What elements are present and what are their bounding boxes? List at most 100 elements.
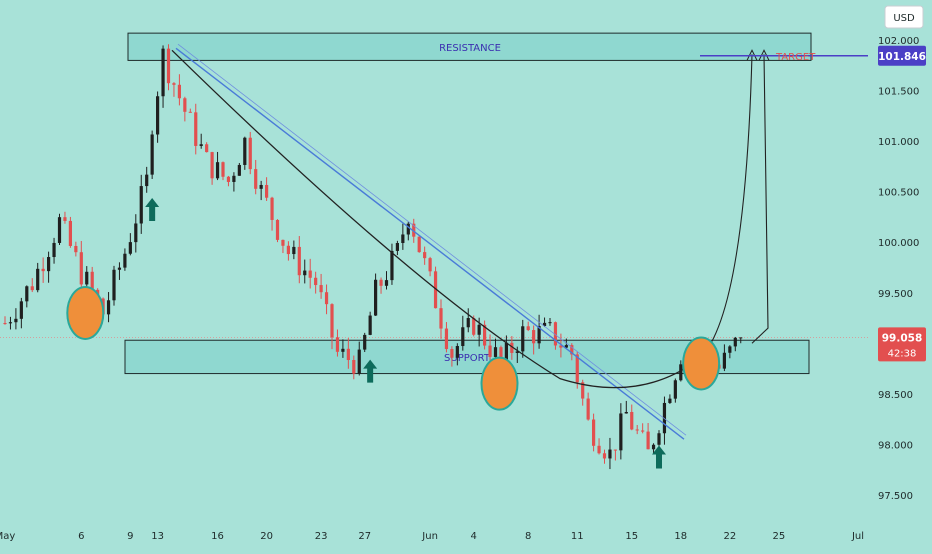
candle-body — [324, 292, 329, 305]
markers-layer — [66, 197, 721, 469]
projection-arrowhead — [758, 49, 770, 61]
candle-body — [657, 433, 661, 445]
candle-body — [477, 324, 481, 335]
candle-body — [52, 242, 56, 258]
candle-body — [461, 327, 465, 347]
candle-body — [106, 300, 111, 315]
y-tick-label: 98.500 — [878, 390, 913, 401]
candle-body — [117, 267, 122, 270]
candle-body — [265, 184, 269, 198]
projection-curve — [699, 54, 753, 359]
trend-line-parallel — [177, 43, 687, 436]
candle-body — [248, 137, 252, 170]
candle-body — [41, 268, 45, 272]
x-tick-label: 6 — [78, 531, 84, 542]
candle-body — [662, 402, 667, 434]
candle-body — [390, 250, 394, 281]
candle-body — [79, 252, 83, 285]
candle-body — [570, 345, 574, 355]
candle-body — [90, 271, 94, 290]
candle-body — [172, 83, 176, 85]
candle-body — [243, 137, 247, 165]
candle-body — [259, 184, 263, 189]
candle-body — [532, 330, 536, 344]
candle-body — [379, 279, 383, 286]
candle-body — [319, 285, 323, 293]
candle-body — [368, 315, 372, 335]
x-tick-label: 18 — [674, 531, 687, 542]
up-arrow-icon — [145, 197, 160, 221]
candle-body — [281, 239, 285, 246]
candle-body — [384, 280, 389, 286]
currency-button[interactable] — [884, 5, 924, 29]
candle-body — [14, 318, 18, 323]
target-price-text: 101.846 — [878, 51, 926, 63]
candle-body — [150, 134, 154, 175]
y-tick-label: 98.000 — [878, 440, 913, 451]
candle-body — [3, 323, 7, 325]
candle-body — [297, 246, 301, 276]
candle-body — [728, 346, 732, 353]
x-tick-label: 20 — [260, 531, 273, 542]
candle-body — [493, 347, 498, 357]
candle-body — [739, 337, 743, 339]
candle-body — [254, 169, 258, 189]
candle-body — [395, 243, 399, 251]
candle-body — [401, 234, 405, 244]
x-tick-label: 11 — [571, 531, 584, 542]
candle-body — [36, 268, 40, 291]
candle-body — [423, 252, 427, 259]
candle-body — [19, 301, 23, 319]
target-label: TARGET — [775, 52, 816, 63]
candle-body — [597, 445, 601, 454]
candle-body — [237, 164, 241, 176]
candle-body — [139, 186, 143, 224]
candle-body — [542, 322, 547, 326]
candle-body — [74, 245, 78, 253]
candle-body — [210, 152, 214, 179]
candle-body — [270, 197, 274, 220]
candle-body — [232, 175, 236, 182]
x-tick-label: 25 — [773, 531, 786, 542]
candle-body — [559, 345, 563, 348]
candle-body — [504, 342, 508, 362]
candle-body — [630, 411, 634, 430]
candle-body — [635, 429, 639, 431]
candle-body — [412, 223, 416, 237]
candle-body — [575, 354, 579, 383]
candle-body — [537, 325, 541, 344]
resistance-zone — [127, 32, 812, 61]
candle-body — [624, 411, 628, 414]
candle-body — [145, 174, 149, 187]
candle-body — [450, 349, 454, 358]
candle-body — [30, 286, 34, 291]
candle-body — [286, 245, 290, 255]
candle-body — [57, 217, 62, 243]
y-tick-label: 97.500 — [878, 491, 913, 502]
cup-curve — [171, 49, 701, 389]
x-tick-label: 9 — [127, 531, 133, 542]
candle-body — [466, 318, 470, 328]
y-tick-label: 101.500 — [878, 87, 919, 98]
candle-body — [515, 351, 519, 353]
candle-body — [275, 219, 280, 240]
candle-body — [314, 277, 318, 286]
candle-body — [673, 380, 677, 399]
candle-body — [215, 162, 220, 179]
candle-body — [548, 322, 552, 324]
candle-body — [613, 449, 617, 451]
support-label: SUPPORT — [444, 353, 491, 364]
currency-label[interactable]: USD — [893, 13, 915, 24]
x-tick-label: Jul — [851, 531, 864, 542]
projection-path — [751, 54, 769, 344]
candle-body — [602, 453, 607, 459]
y-tick-label: 101.000 — [878, 137, 919, 148]
candle-body — [85, 271, 89, 285]
candle-body — [199, 144, 203, 146]
drawings-layer: TARGET — [171, 43, 868, 440]
up-arrow-icon — [652, 445, 666, 469]
candle-body — [439, 308, 443, 329]
current-price-text: 99.058 — [882, 332, 923, 344]
